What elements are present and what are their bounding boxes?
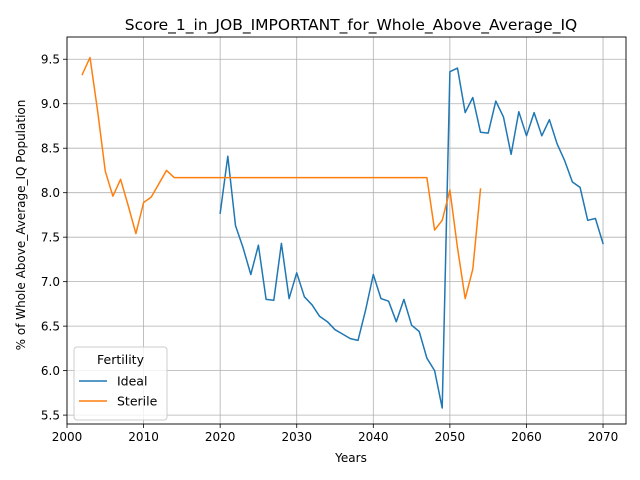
x-tick-label: 2040 <box>358 430 389 444</box>
legend-label-sterile: Sterile <box>117 394 158 409</box>
y-tick-label: 7.5 <box>41 231 60 245</box>
legend: Fertility Ideal Sterile <box>73 346 168 421</box>
y-tick-label: 6.5 <box>41 320 60 334</box>
y-tick-label: 9.0 <box>41 97 60 111</box>
y-tick-label: 8.0 <box>41 186 60 200</box>
x-tick-label: 2070 <box>588 430 619 444</box>
y-tick-label: 9.5 <box>41 53 60 67</box>
axis-ticks: 2000 2010 2020 2030 2040 2050 2060 2070 5.5 6.0 6.… <box>41 53 618 444</box>
series-line-ideal <box>219 67 604 409</box>
y-tick-label: 5.5 <box>41 409 60 423</box>
plot-frame <box>66 36 627 425</box>
y-tick-label: 6.0 <box>41 364 60 378</box>
y-axis-label: % of Whole Above_Average_IQ Population <box>14 100 28 351</box>
y-tick-label: 7.0 <box>41 275 60 289</box>
series-layer <box>81 56 604 409</box>
y-tick-label: 8.5 <box>41 142 60 156</box>
series-line-sterile <box>81 56 482 300</box>
x-tick-label: 2020 <box>205 430 236 444</box>
legend-title: Fertility <box>97 352 145 367</box>
x-tick-label: 2010 <box>128 430 159 444</box>
x-tick-label: 2030 <box>281 430 312 444</box>
x-axis-label: Years <box>334 451 367 465</box>
legend-label-ideal: Ideal <box>117 374 147 389</box>
x-tick-label: 2050 <box>435 430 466 444</box>
x-tick-label: 2060 <box>511 430 542 444</box>
chart-title: Score_1_in_JOB_IMPORTANT_for_Whole_Above… <box>125 16 577 35</box>
x-tick-label: 2000 <box>52 430 83 444</box>
